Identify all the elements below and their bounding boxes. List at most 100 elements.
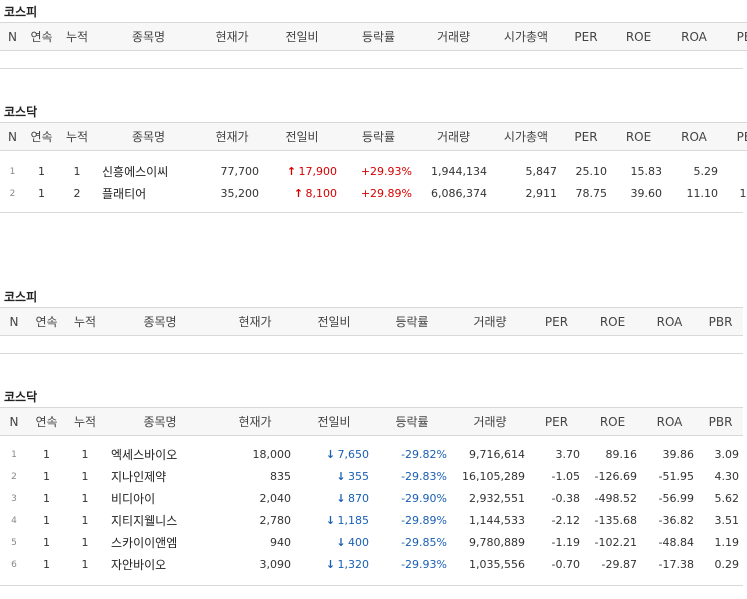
row-roa: -56.99 <box>658 492 694 505</box>
row-price: 2,040 <box>259 492 292 505</box>
row-streak: 1 <box>43 470 50 483</box>
header-n: N <box>9 414 19 429</box>
stock-name-link[interactable]: 신흥에스이씨 <box>102 165 169 179</box>
diff-value: 355 <box>348 470 369 483</box>
diff-value: 870 <box>348 492 369 505</box>
row-diff: ↑ 8,100 <box>263 183 341 205</box>
row-pbr: 3.09 <box>714 448 740 461</box>
stock-name-link[interactable]: 비디아이 <box>111 492 156 506</box>
header-mcap: 시가총액 <box>503 130 549 144</box>
header-n: N <box>9 314 19 329</box>
arrow-down-icon: ↓ <box>325 448 336 461</box>
row-rate: -29.83% <box>401 470 447 483</box>
table-row: 3 1 1 비디아이 2,040 ↓ 870 -29.90% 2,932,551 … <box>0 488 743 510</box>
row-roa: -17.38 <box>658 558 694 571</box>
header-per: PER <box>544 414 569 429</box>
header-volume: 거래량 <box>473 415 507 429</box>
kospi-lower-table: N 연속 누적 종목명 현재가 전일비 등락률 거래량 PER ROE ROA … <box>0 307 743 336</box>
section-title: 코스닥 <box>4 390 38 404</box>
row-number: 2 <box>11 471 17 482</box>
row-pbr: 11.23 <box>739 187 747 200</box>
row-number: 4 <box>11 515 17 526</box>
row-streak: 1 <box>43 536 50 549</box>
row-cumulative: 1 <box>81 470 89 483</box>
header-streak: 연속 <box>30 130 53 144</box>
kosdaq-upper-table: N 연속 누적 종목명 현재가 전일비 등락률 거래량 시가총액 PER ROE… <box>0 122 747 205</box>
header-n: N <box>8 29 17 44</box>
table-header-row: N 연속 누적 종목명 현재가 전일비 등락률 거래량 PER ROE ROA … <box>0 307 743 336</box>
row-per: 3.70 <box>555 448 581 461</box>
header-pbr: PBR <box>708 314 733 329</box>
section-title: 코스피 <box>4 5 38 19</box>
row-pbr: 5.62 <box>714 492 740 505</box>
arrow-down-icon: ↓ <box>325 558 336 571</box>
row-price: 835 <box>270 470 291 483</box>
row-streak: 1 <box>43 558 50 571</box>
row-per: 25.10 <box>575 165 608 178</box>
header-rate: 등락률 <box>361 130 396 144</box>
row-rate: -29.90% <box>401 492 447 505</box>
arrow-up-icon: ↑ <box>293 187 304 200</box>
stock-name-link[interactable]: 자안바이오 <box>111 558 167 572</box>
row-volume: 1,035,556 <box>469 558 525 571</box>
row-roe: -126.69 <box>594 470 637 483</box>
row-diff: ↓ 1,185 <box>295 510 373 532</box>
row-cumulative: 2 <box>73 187 81 200</box>
row-number: 1 <box>9 166 16 177</box>
row-price: 77,700 <box>220 165 260 178</box>
row-cumulative: 1 <box>81 514 89 527</box>
stock-name-link[interactable]: 엑세스바이오 <box>111 448 178 462</box>
row-per: -1.05 <box>551 470 580 483</box>
table-row: 5 1 1 스카이이앤엠 940 ↓ 400 -29.85% 9,780,889 … <box>0 532 743 554</box>
row-roe: -29.87 <box>601 558 637 571</box>
header-cumulative: 누적 <box>73 315 97 329</box>
header-name: 종목명 <box>143 415 177 429</box>
row-roa: -48.84 <box>658 536 694 549</box>
header-roa: ROA <box>681 29 707 44</box>
row-price: 3,090 <box>259 558 292 571</box>
table-row: 1 1 1 신흥에스이씨 77,700 ↑ 17,900 +29.93% 1,94… <box>0 161 747 183</box>
table-bottom-border <box>0 68 743 69</box>
header-volume: 거래량 <box>436 30 471 44</box>
header-cumulative: 누적 <box>65 30 89 44</box>
row-roe: 39.60 <box>630 187 663 200</box>
row-per: 78.75 <box>575 187 608 200</box>
header-roe: ROE <box>599 414 626 429</box>
diff-value: 400 <box>348 536 369 549</box>
table-row: 2 1 2 플래티어 35,200 ↑ 8,100 +29.89% 6,086,3… <box>0 183 747 205</box>
header-roa: ROA <box>656 414 683 429</box>
header-roe: ROE <box>599 314 626 329</box>
row-pbr: 4.30 <box>714 470 740 483</box>
section-title: 코스피 <box>4 290 38 304</box>
header-cumulative: 누적 <box>65 130 89 144</box>
table-bottom-border <box>0 585 743 586</box>
stock-name-link[interactable]: 지나인제약 <box>111 470 167 484</box>
diff-value: 1,185 <box>337 514 370 527</box>
table-header-row: N 연속 누적 종목명 현재가 전일비 등락률 거래량 시가총액 PER ROE… <box>0 122 747 151</box>
row-rate: -29.82% <box>401 448 447 461</box>
table-header-row: N 연속 누적 종목명 현재가 전일비 등락률 거래량 PER ROE ROA … <box>0 407 743 436</box>
row-cumulative: 1 <box>73 165 81 178</box>
row-volume: 16,105,289 <box>462 470 525 483</box>
row-rate: -29.85% <box>401 536 447 549</box>
header-pbr: PBR <box>736 129 747 144</box>
header-rate: 등락률 <box>395 315 429 329</box>
kospi-upper-table: N 연속 누적 종목명 현재가 전일비 등락률 거래량 시가총액 PER ROE… <box>0 22 747 51</box>
header-rate: 등락률 <box>395 415 429 429</box>
arrow-down-icon: ↓ <box>336 470 346 483</box>
row-pbr: 1.19 <box>714 536 740 549</box>
row-roe: -135.68 <box>594 514 637 527</box>
row-roa: 39.86 <box>662 448 695 461</box>
header-diff: 전일비 <box>317 415 351 429</box>
row-streak: 1 <box>38 165 45 178</box>
header-mcap: 시가총액 <box>503 30 549 44</box>
stock-name-link[interactable]: 스카이이앤엠 <box>111 536 178 550</box>
stock-name-link[interactable]: 지티지웰니스 <box>111 514 178 528</box>
stock-name-link[interactable]: 플래티어 <box>102 187 147 201</box>
header-price: 현재가 <box>238 415 272 429</box>
row-diff: ↑ 17,900 <box>263 161 341 183</box>
header-diff: 전일비 <box>285 30 319 44</box>
header-volume: 거래량 <box>436 130 471 144</box>
row-price: 35,200 <box>220 187 260 200</box>
header-streak: 연속 <box>35 415 58 429</box>
